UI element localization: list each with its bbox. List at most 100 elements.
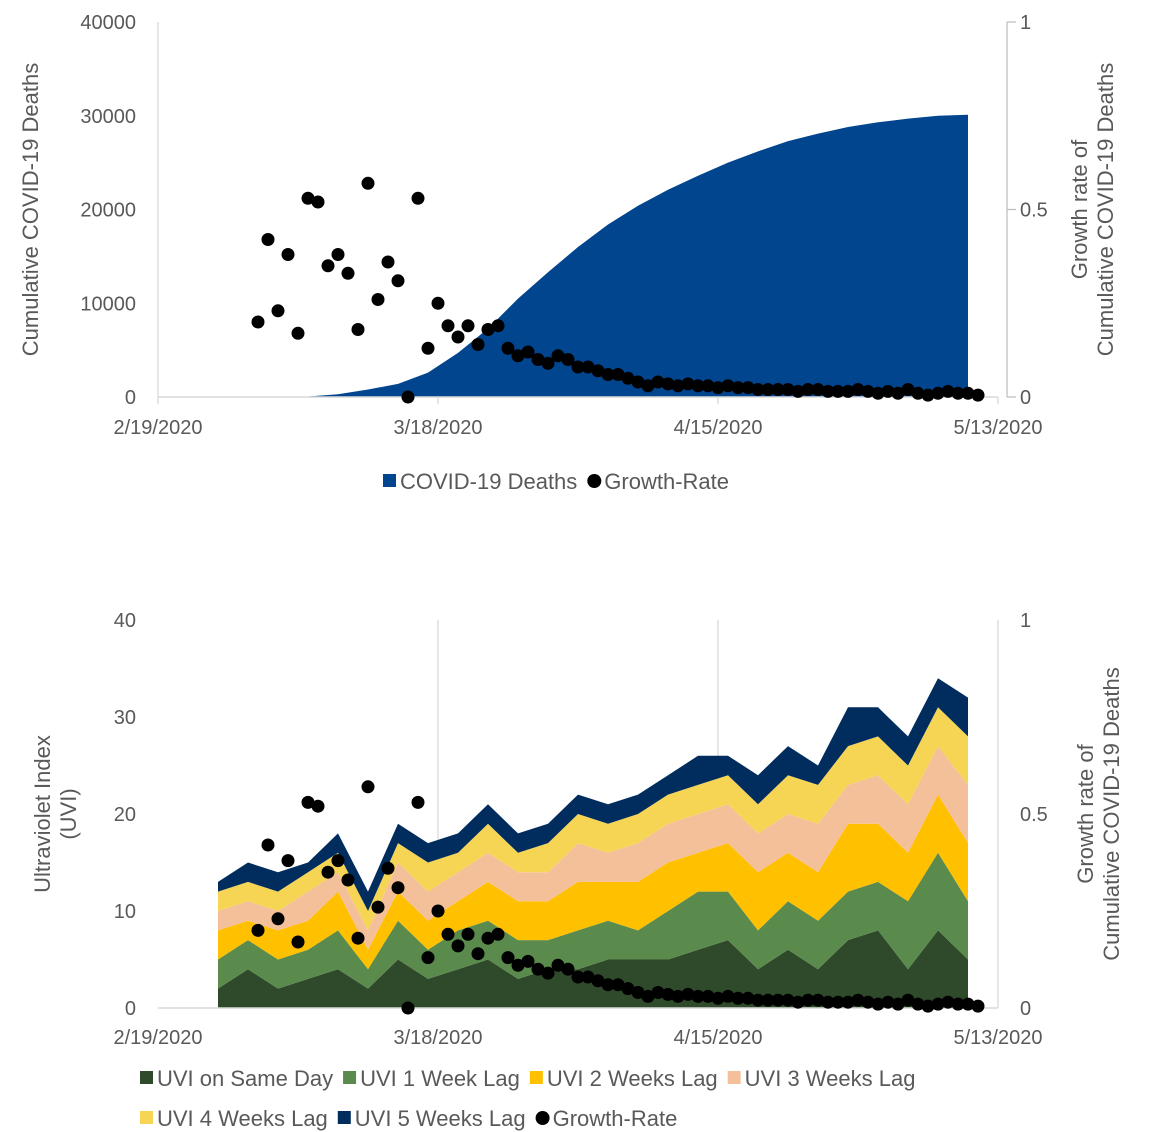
area-covid-19-deaths: [258, 114, 968, 398]
growth-rate-point: [761, 993, 775, 1007]
legend-swatch: [727, 1071, 741, 1084]
growth-rate-point: [461, 319, 475, 333]
x-tick-label: 4/15/2020: [674, 1027, 763, 1049]
growth-rate-point: [681, 987, 695, 1001]
growth-rate-point: [641, 379, 655, 393]
growth-rate-point: [881, 384, 895, 398]
growth-rate-point: [701, 989, 715, 1003]
legend-swatch: [140, 1071, 153, 1084]
legend-swatch: [343, 1071, 357, 1084]
growth-rate-point: [901, 383, 915, 396]
growth-rate-point: [421, 951, 435, 965]
growth-rate-point: [691, 379, 705, 393]
growth-rate-point: [571, 360, 585, 374]
growth-rate-point: [911, 997, 925, 1011]
growth-rate-point: [971, 999, 985, 1013]
growth-rate-point: [421, 341, 435, 355]
growth-rate-point: [301, 191, 315, 205]
growth-rate-point: [701, 379, 715, 393]
x-tick-label: 5/13/2020: [954, 1027, 1043, 1049]
y-right-tick-label: 1: [1020, 12, 1031, 34]
legend-marker: [587, 474, 602, 488]
growth-rate-point: [631, 375, 645, 389]
x-tick-label: 2/19/2020: [114, 1027, 203, 1049]
growth-rate-point: [831, 384, 845, 398]
growth-rate-point: [551, 349, 565, 363]
growth-rate-point: [801, 993, 815, 1007]
growth-rate-point: [941, 995, 955, 1009]
growth-rate-point: [481, 931, 495, 945]
y-right-title-line: Cumulative COVID-19 Deaths: [1099, 667, 1124, 960]
growth-rate-point: [561, 962, 575, 976]
growth-rate-point: [891, 997, 905, 1011]
y-left-title-line: Ultraviolet Index: [30, 735, 55, 893]
growth-rate-point: [541, 356, 555, 370]
growth-rate-point: [341, 266, 355, 280]
legend-label: UVI 3 Weeks Lag: [745, 1066, 916, 1091]
growth-rate-point: [371, 900, 385, 914]
growth-rate-point: [841, 384, 855, 398]
growth-rate-point: [681, 377, 695, 391]
growth-rate-point: [451, 939, 465, 953]
growth-rate-point: [871, 997, 885, 1011]
y-right-tick-label: 0.5: [1020, 200, 1048, 222]
growth-rate-point: [831, 995, 845, 1009]
growth-rate-point: [431, 296, 445, 310]
growth-rate-point: [411, 795, 425, 809]
growth-rate-point: [801, 383, 815, 396]
y-right-title-line: Cumulative COVID-19 Deaths: [1093, 63, 1118, 356]
y-right-title-line: Growth rate of: [1067, 139, 1092, 279]
growth-rate-point: [501, 341, 515, 355]
growth-rate-point: [281, 248, 295, 261]
growth-rate-point: [851, 993, 865, 1007]
growth-rate-point: [731, 991, 745, 1005]
growth-rate-point: [861, 995, 875, 1009]
legend-label: Growth-Rate: [553, 1106, 678, 1131]
growth-rate-point: [611, 978, 625, 992]
growth-rate-point: [591, 364, 605, 378]
growth-rate-point: [821, 384, 835, 398]
y-left-tick-label: 40: [114, 610, 136, 632]
growth-rate-point: [551, 958, 565, 972]
growth-rate-point: [721, 989, 735, 1003]
growth-rate-point: [841, 995, 855, 1009]
legend-label: UVI 4 Weeks Lag: [157, 1106, 328, 1131]
growth-rate-point: [741, 991, 755, 1005]
growth-rate-point: [971, 388, 985, 402]
growth-rate-point: [251, 923, 265, 937]
growth-rate-point: [251, 315, 265, 329]
y-left-tick-label: 30: [114, 707, 136, 729]
x-tick-label: 2/19/2020: [114, 417, 203, 439]
growth-rate-point: [501, 951, 515, 965]
legend-marker: [535, 1111, 550, 1125]
y-right-tick-label: 0.5: [1020, 804, 1048, 826]
growth-rate-point: [661, 377, 675, 391]
area-uvi-4-weeks-lag: [218, 707, 968, 931]
legend-swatch: [383, 474, 396, 487]
legend: COVID-19 Deaths Growth-Rate: [383, 469, 729, 494]
legend-label: UVI 2 Weeks Lag: [547, 1066, 718, 1091]
growth-rate-point: [851, 383, 865, 396]
growth-rate-point: [271, 912, 285, 926]
growth-rate-point: [781, 993, 795, 1007]
growth-rate-point: [951, 386, 965, 400]
growth-rate-point: [541, 966, 555, 980]
growth-rate-point: [911, 386, 925, 400]
growth-rate-point: [601, 978, 615, 992]
growth-rate-point: [361, 176, 375, 190]
growth-rate-point: [471, 947, 485, 961]
y-left-tick-label: 0: [125, 387, 136, 409]
growth-rate-point: [381, 861, 395, 875]
y-left-tick-label: 40000: [80, 12, 136, 34]
growth-rate-point: [921, 999, 935, 1013]
growth-rate-point: [491, 319, 505, 333]
y-right-tick-label: 0: [1020, 387, 1031, 409]
growth-rate-point: [621, 982, 635, 996]
growth-rate-point: [651, 986, 665, 999]
growth-rate-point: [771, 993, 785, 1007]
growth-rate-point: [401, 1001, 415, 1015]
growth-rate-point: [711, 381, 725, 395]
y-left-title: Cumulative COVID-19 Deaths: [18, 63, 43, 356]
x-tick-label: 4/15/2020: [674, 417, 763, 439]
